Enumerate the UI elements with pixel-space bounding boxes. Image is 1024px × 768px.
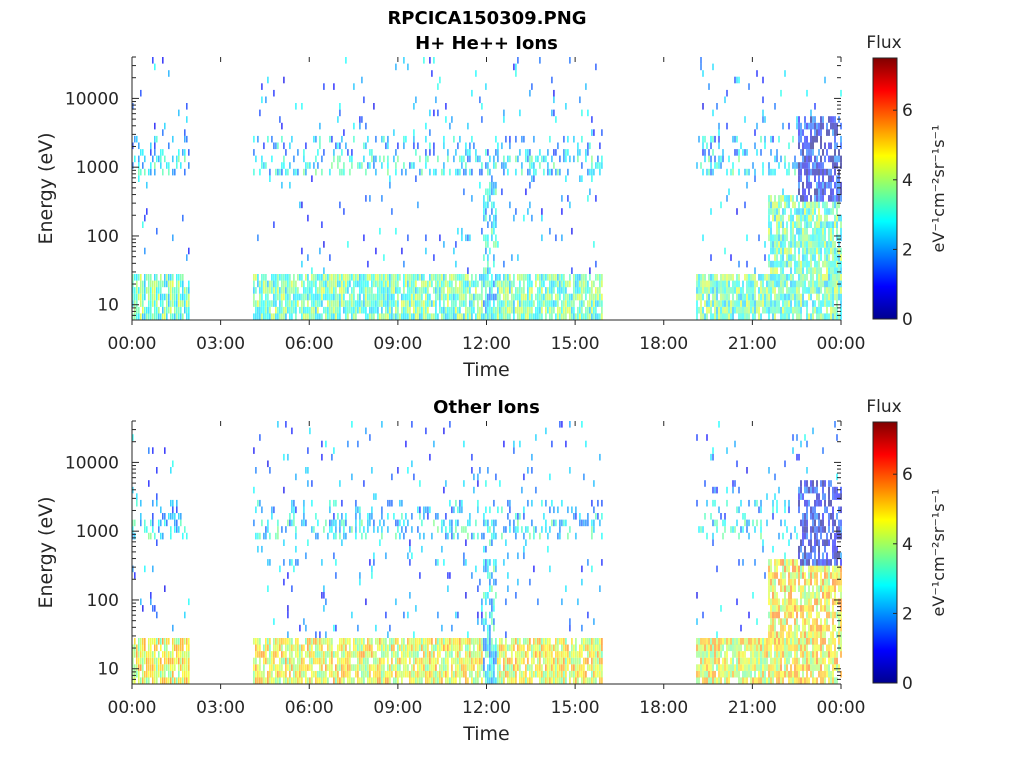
colorbar-title: Flux xyxy=(866,33,901,53)
spectrogram-image xyxy=(132,57,842,320)
x-tick-label: 00:00 xyxy=(108,334,157,354)
colorbar xyxy=(872,57,898,320)
y-tick-label: 1000 xyxy=(76,522,119,542)
y-axis-label: Energy (eV) xyxy=(35,132,57,244)
colorbar-title: Flux xyxy=(866,397,901,417)
x-tick-label: 15:00 xyxy=(551,698,600,718)
x-axis-label: Time xyxy=(462,723,510,745)
spectrogram-image xyxy=(132,421,842,684)
y-tick-label: 100 xyxy=(87,591,119,611)
y-axis-label: Energy (eV) xyxy=(35,496,57,608)
x-tick-label: 06:00 xyxy=(285,698,334,718)
x-tick-label: 06:00 xyxy=(285,334,334,354)
y-tick-label: 10 xyxy=(97,660,119,680)
y-tick-label: 1000 xyxy=(76,158,119,178)
x-tick-label: 00:00 xyxy=(817,698,866,718)
x-axis-label: Time xyxy=(462,359,510,381)
x-tick-label: 00:00 xyxy=(817,334,866,354)
x-tick-label: 18:00 xyxy=(639,334,688,354)
figure-main-title: RPCICA150309.PNG xyxy=(387,8,586,29)
y-tick-label: 100 xyxy=(87,227,119,247)
x-tick-label: 09:00 xyxy=(373,698,422,718)
panel-title: Other Ions xyxy=(433,397,540,418)
x-tick-label: 21:00 xyxy=(728,698,777,718)
colorbar-tick-label: 6 xyxy=(902,465,913,485)
x-tick-label: 03:00 xyxy=(196,698,245,718)
panel-2: Other Ions 10 100 1000 10000 00:00 03:00 06:00 0… xyxy=(35,397,948,745)
colorbar-tick-label: 0 xyxy=(902,674,913,694)
colorbar-tick-label: 4 xyxy=(902,171,913,191)
colorbar-tick-label: 4 xyxy=(902,535,913,555)
x-tick-label: 00:00 xyxy=(108,698,157,718)
x-tick-label: 12:00 xyxy=(462,334,511,354)
colorbar-label: eV⁻¹cm⁻²sr⁻¹s⁻¹ xyxy=(929,489,948,617)
colorbar-tick-label: 2 xyxy=(902,604,913,624)
y-tick-label: 10000 xyxy=(65,453,119,473)
y-tick-label: 10000 xyxy=(65,89,119,109)
colorbar xyxy=(872,421,898,684)
x-tick-label: 03:00 xyxy=(196,334,245,354)
y-tick-label: 10 xyxy=(97,296,119,316)
colorbar-tick-label: 0 xyxy=(902,310,913,330)
x-tick-label: 18:00 xyxy=(639,698,688,718)
colorbar-label: eV⁻¹cm⁻²sr⁻¹s⁻¹ xyxy=(929,125,948,253)
x-tick-label: 09:00 xyxy=(373,334,422,354)
x-tick-label: 15:00 xyxy=(551,334,600,354)
colorbar-tick-label: 6 xyxy=(902,101,913,121)
panel-1: H+ He++ Ions 10 100 1000 10000 00:00 03:00 06:0… xyxy=(35,33,948,381)
x-tick-label: 12:00 xyxy=(462,698,511,718)
colorbar-tick-label: 2 xyxy=(902,240,913,260)
x-tick-label: 21:00 xyxy=(728,334,777,354)
panel-title: H+ He++ Ions xyxy=(415,33,558,54)
